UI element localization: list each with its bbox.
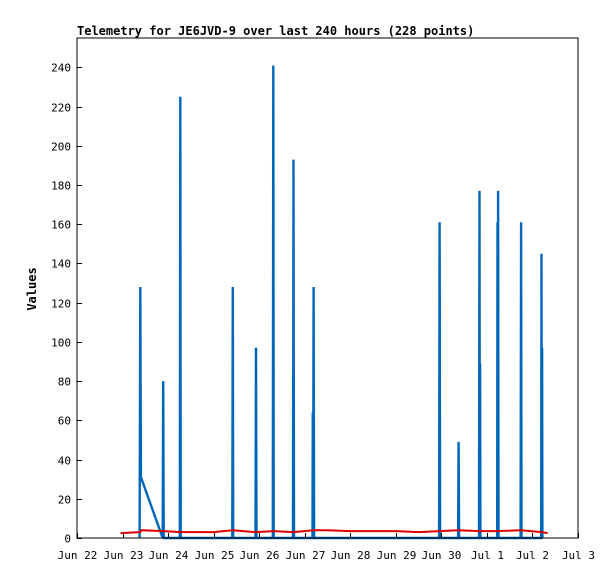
y-tick-label: 60 bbox=[58, 415, 71, 428]
y-tick-label: 180 bbox=[51, 180, 71, 193]
x-tick-label: Jul 1 bbox=[471, 549, 504, 562]
y-tick-label: 160 bbox=[51, 219, 71, 232]
y-tick-label: 80 bbox=[58, 376, 71, 389]
y-tick-label: 40 bbox=[58, 455, 71, 468]
y-tick-label: 120 bbox=[51, 298, 71, 311]
y-tick-label: 20 bbox=[58, 494, 71, 507]
series-line-2 bbox=[120, 529, 548, 535]
x-tick-label: Jun 29 bbox=[377, 549, 417, 562]
chart-title: Telemetry for JE6JVD-9 over last 240 hou… bbox=[77, 24, 474, 38]
x-tick-label: Jun 30 bbox=[422, 549, 462, 562]
y-tick-label: 100 bbox=[51, 337, 71, 350]
x-tick-label: Jun 25 bbox=[195, 549, 235, 562]
x-tick-label: Jun 27 bbox=[286, 549, 326, 562]
axes-layer: 0 20 40 60 80 100 120 140 160 180 200 220 240 Jun 22 J… bbox=[51, 62, 595, 563]
y-axis-label: Values bbox=[25, 267, 39, 310]
x-tick-label: Jun 24 bbox=[149, 549, 189, 562]
x-tick-label: Jun 22 bbox=[58, 549, 98, 562]
x-tick-label: Jun 23 bbox=[104, 549, 144, 562]
plot-frame bbox=[76, 37, 579, 539]
y-tick-label: 220 bbox=[51, 102, 71, 115]
x-tick-label: Jul 2 bbox=[516, 549, 549, 562]
y-tick-label: 140 bbox=[51, 258, 71, 271]
y-tick-label: 0 bbox=[64, 533, 71, 546]
x-tick-label: Jul 3 bbox=[562, 549, 595, 562]
x-tick-label: Jun 28 bbox=[331, 549, 371, 562]
x-tick-label: Jun 26 bbox=[240, 549, 280, 562]
y-tick-label: 240 bbox=[51, 62, 71, 75]
y-tick-label: 200 bbox=[51, 141, 71, 154]
